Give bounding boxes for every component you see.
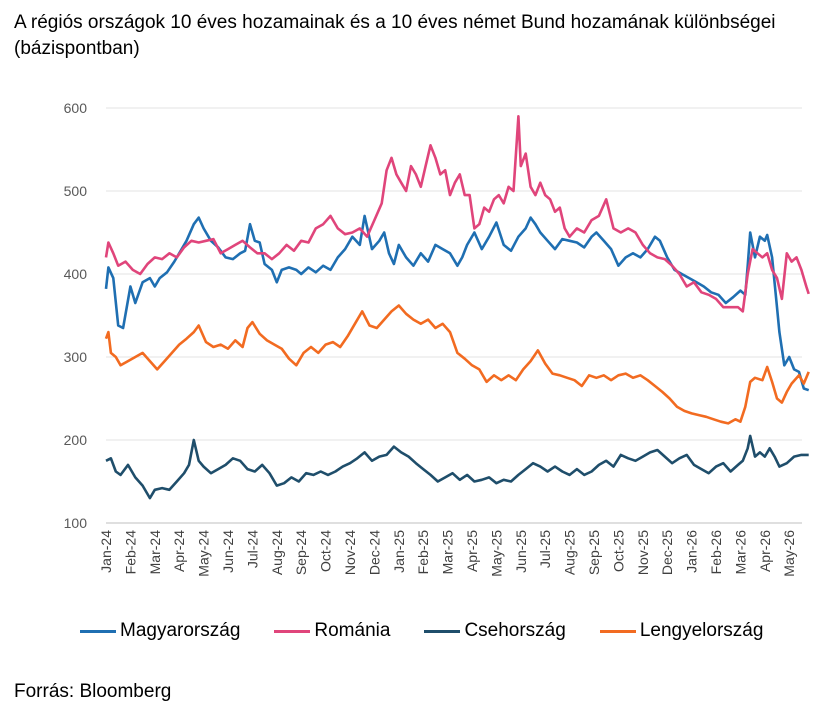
source-note: Forrás: Bloomberg (14, 681, 172, 702)
legend-label: Csehország (464, 620, 566, 641)
x-tick-label: Jul-25 (537, 530, 553, 568)
chart-title-line-1: A régiós országok 10 éves hozamainak és … (14, 12, 776, 33)
x-tick-label: Jun-25 (513, 530, 529, 573)
x-tick-label: Jun-24 (220, 530, 236, 573)
x-tick-label: Mar-24 (147, 530, 163, 575)
legend-swatch (274, 629, 311, 633)
legend-label: Románia (314, 620, 391, 641)
legend-label: Magyarország (120, 620, 241, 641)
x-tick-label: Dec-24 (366, 530, 382, 575)
x-tick-label: Apr-26 (757, 530, 773, 572)
line-chart: 100 200 300 400 500 600 Jan-24 Feb-24 Mar-24 Apr… (64, 100, 810, 577)
x-tick-label: Nov-25 (635, 530, 651, 575)
y-tick-label: 200 (64, 432, 88, 448)
series-line-csehország (105, 434, 809, 500)
x-tick-label: Sep-24 (293, 530, 309, 575)
x-tick-label: Mar-26 (732, 530, 748, 575)
x-tick-label: Mar-25 (440, 530, 456, 575)
legend-item: Románia (274, 620, 390, 642)
x-tick-label: Oct-25 (610, 530, 626, 572)
legend-swatch (80, 629, 116, 633)
x-tick-label: Feb-25 (415, 530, 431, 575)
x-axis: Jan-24 Feb-24 Mar-24 Apr-24 May-24 Jun-24 Jul-… (98, 530, 797, 577)
gridlines (106, 107, 802, 524)
x-tick-label: Jan-26 (684, 530, 700, 573)
x-tick-label: Jan-24 (98, 530, 114, 573)
legend-swatch (599, 629, 636, 633)
x-tick-label: May-24 (196, 530, 212, 577)
x-tick-label: Aug-24 (269, 530, 285, 575)
x-tick-label: Dec-25 (659, 530, 675, 575)
series-line-románia (104, 115, 810, 313)
x-tick-label: Feb-24 (122, 530, 138, 575)
legend: Magyarország Románia Csehország Lengyelorsz… (80, 620, 797, 642)
legend-item: Csehország (424, 620, 566, 642)
chart-title: A régiós országok 10 éves hozamainak és … (14, 10, 829, 62)
y-axis: 100 200 300 400 500 600 (64, 100, 88, 531)
series-lines (104, 115, 810, 500)
x-tick-label: Apr-24 (171, 530, 187, 572)
x-tick-label: May-25 (488, 530, 504, 577)
legend-label: Lengyelország (639, 620, 764, 641)
y-tick-label: 500 (64, 183, 88, 199)
y-tick-label: 400 (64, 266, 88, 282)
x-tick-label: Jul-24 (244, 530, 260, 568)
x-tick-label: Apr-25 (464, 530, 480, 572)
y-tick-label: 600 (64, 100, 88, 116)
legend-item: Lengyelország (599, 620, 764, 642)
x-tick-label: Nov-24 (342, 530, 358, 575)
x-tick-label: Sep-25 (586, 530, 602, 575)
chart-title-line-2: (bázispontban) (14, 38, 140, 59)
x-tick-label: Aug-25 (562, 530, 578, 575)
y-tick-label: 100 (64, 515, 88, 531)
x-tick-label: Feb-26 (708, 530, 724, 575)
series-line-lengyelország (104, 304, 810, 425)
series-line-magyarország (104, 214, 810, 392)
legend-swatch (424, 629, 461, 633)
legend-item: Magyarország (80, 620, 240, 642)
x-tick-label: Oct-24 (318, 530, 334, 572)
y-tick-label: 300 (64, 349, 88, 365)
x-tick-label: Jan-25 (391, 530, 407, 573)
x-tick-label: May-26 (781, 530, 797, 577)
